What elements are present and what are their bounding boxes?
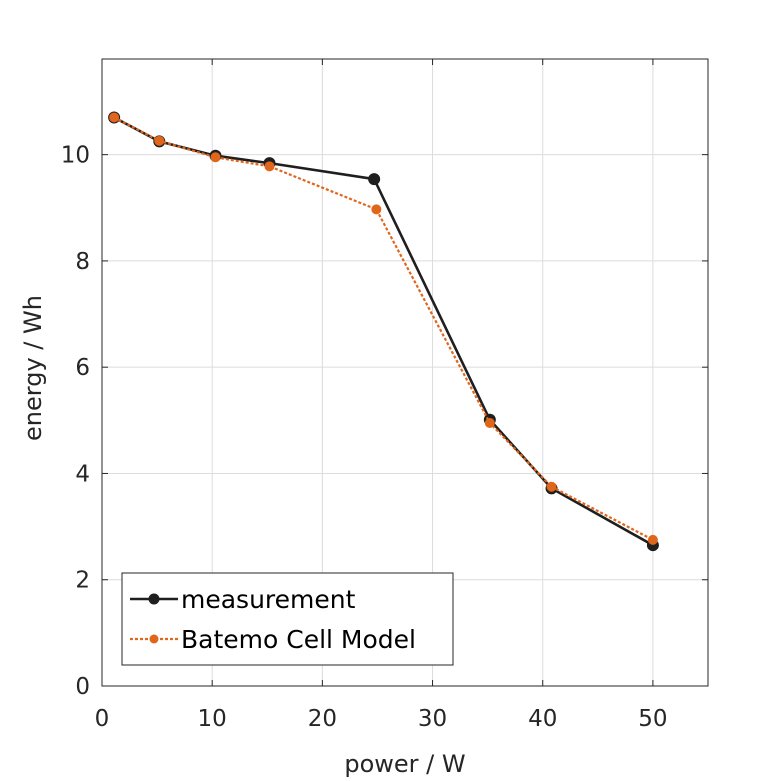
model-point bbox=[210, 152, 221, 163]
x-tick-label: 40 bbox=[528, 706, 557, 732]
measurement-series-line bbox=[113, 116, 654, 547]
model-point bbox=[484, 417, 495, 428]
x-tick-label: 10 bbox=[198, 706, 227, 732]
x-tick-label: 30 bbox=[418, 706, 447, 732]
y-tick-label: 8 bbox=[75, 249, 90, 275]
legend: measurement Batemo Cell Model bbox=[121, 572, 454, 666]
measurement-point bbox=[368, 173, 381, 186]
x-axis-label: power / W bbox=[344, 750, 465, 778]
model-point bbox=[154, 135, 165, 146]
model-point bbox=[371, 204, 382, 215]
y-tick-label: 2 bbox=[75, 568, 90, 594]
x-tick-label: 50 bbox=[638, 706, 667, 732]
y-tick-label: 6 bbox=[75, 355, 90, 381]
legend-measurement-marker bbox=[148, 593, 160, 605]
legend-model-marker bbox=[149, 634, 159, 644]
model-point bbox=[647, 534, 658, 545]
y-axis-label: energy / Wh bbox=[19, 295, 47, 441]
series-layer bbox=[108, 111, 659, 552]
x-tick-label: 20 bbox=[308, 706, 337, 732]
model-point bbox=[264, 161, 275, 172]
legend-measurement-label: measurement bbox=[181, 585, 356, 614]
x-tick-label: 0 bbox=[95, 706, 110, 732]
model-point bbox=[109, 112, 120, 123]
y-tick-label: 10 bbox=[61, 143, 90, 169]
axis-ticks: 0 10 20 30 40 50 0 2 4 6 8 10 bbox=[61, 59, 708, 732]
legend-box bbox=[121, 572, 454, 666]
y-tick-label: 0 bbox=[75, 674, 90, 700]
plot-area bbox=[101, 58, 709, 687]
model-point bbox=[546, 481, 557, 492]
model-series-line bbox=[113, 116, 654, 541]
legend-model-label: Batemo Cell Model bbox=[181, 625, 416, 654]
y-tick-label: 4 bbox=[75, 461, 90, 487]
